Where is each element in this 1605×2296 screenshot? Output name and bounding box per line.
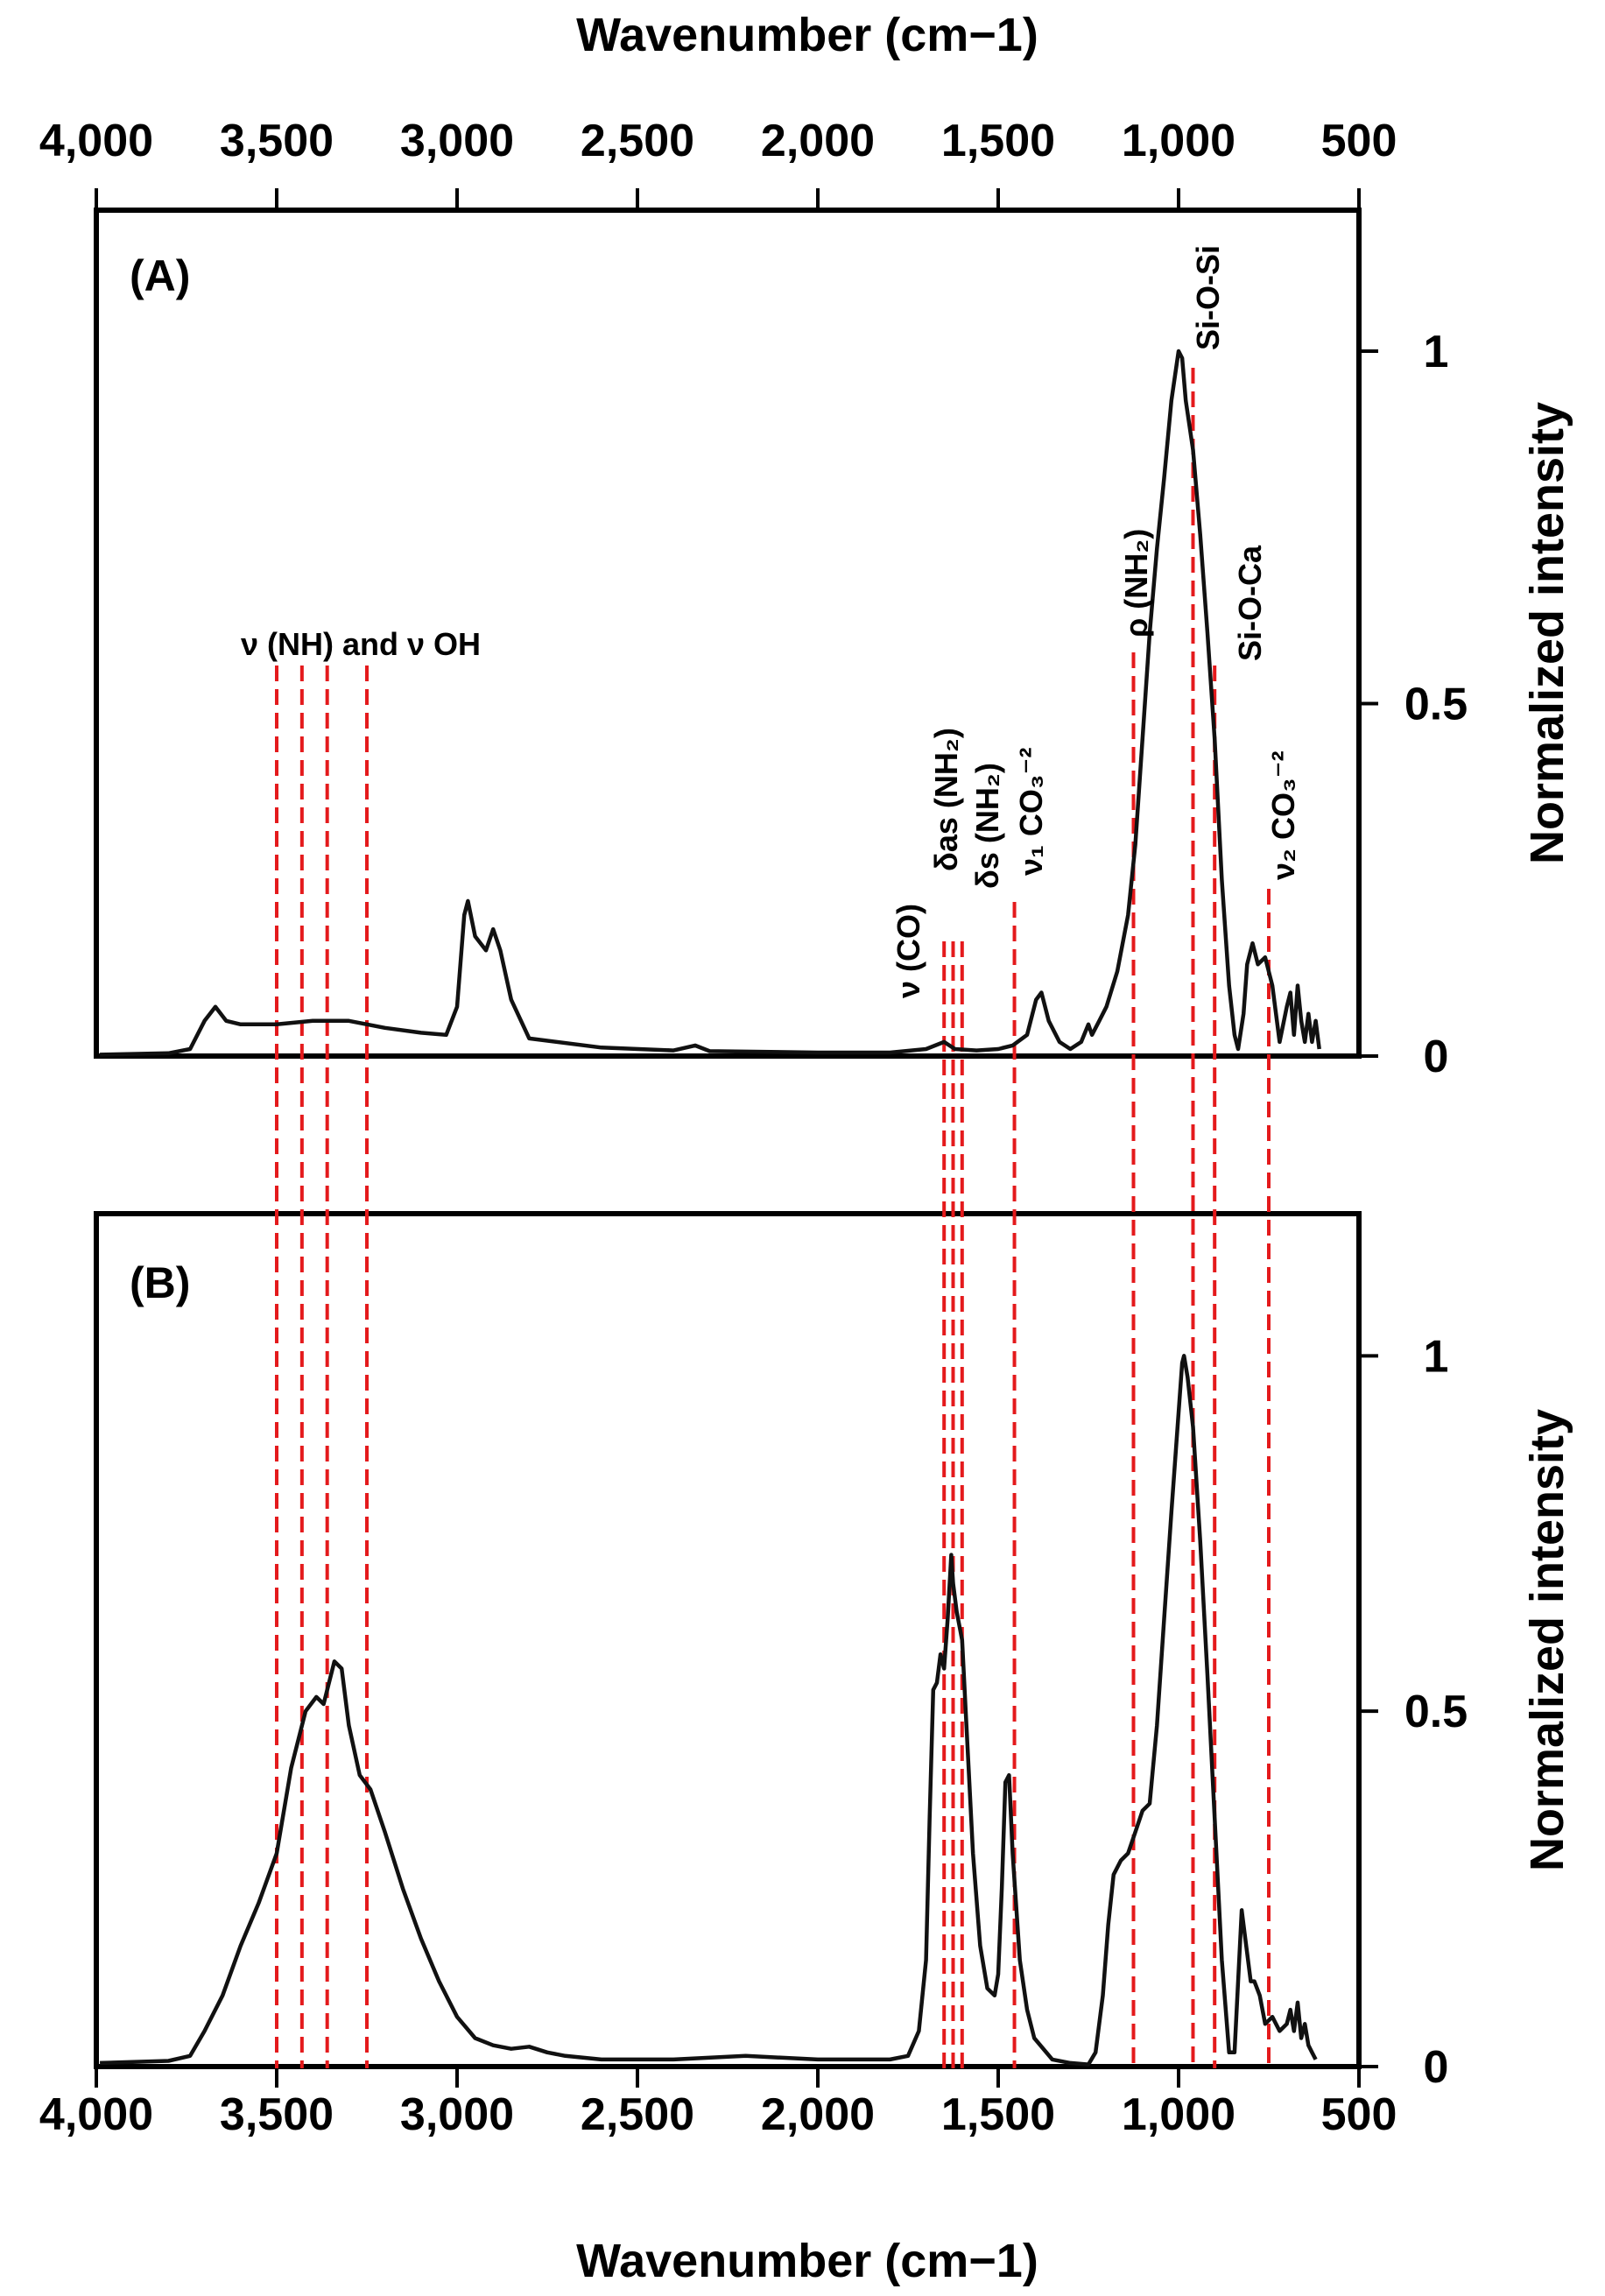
top-x-ticks: 4,000 3,500 3,000 2,500 2,000 1,500 1,000 500	[39, 116, 1397, 210]
top-x-tick-label: 1,000	[1122, 116, 1235, 166]
band-annotations: ν (NH) and ν OH ν (CO) δas (NH₂) δs (NH₂…	[241, 245, 1301, 998]
annot-nh-oh: ν (NH) and ν OH	[241, 626, 481, 662]
annot-nu-co: ν (CO)	[890, 904, 926, 998]
panel-a-label: (A)	[130, 251, 190, 300]
annot-delta-s-nh2: δs (NH₂)	[969, 763, 1005, 889]
annot-rho-nh2: ρ (NH₂)	[1118, 529, 1154, 637]
panel-b-y-axis-title: Normalized intensity	[1521, 1409, 1573, 1871]
panel-a-frame	[94, 208, 1362, 1059]
bottom-x-tick-label: 4,000	[39, 2089, 153, 2140]
spectrum-a-line	[100, 349, 1321, 1057]
bottom-x-ticks: 4,000 3,500 3,000 2,500 2,000 1,500 1,000 500	[39, 2067, 1397, 2140]
y-tick-label: 1	[1424, 1331, 1449, 1382]
top-x-tick-label: 3,000	[400, 116, 514, 166]
panel-b-label: (B)	[130, 1258, 190, 1307]
top-x-tick-label: 3,500	[220, 116, 334, 166]
y-tick-label: 0	[1424, 1032, 1449, 1082]
bottom-x-tick-label: 2,000	[761, 2089, 875, 2140]
bottom-x-axis-title: Wavenumber (cm−1)	[576, 2235, 1038, 2287]
bottom-x-tick-label: 2,500	[581, 2089, 694, 2140]
panel-a-y-ticks: 00.51	[1359, 327, 1468, 1082]
annot-si-o-ca: Si-O-Ca	[1232, 545, 1268, 661]
top-x-tick-label: 4,000	[39, 116, 153, 166]
top-x-tick-label: 2,000	[761, 116, 875, 166]
y-tick-label: 0.5	[1404, 680, 1468, 730]
y-tick-label: 1	[1424, 327, 1449, 377]
bottom-x-tick-label: 500	[1321, 2089, 1397, 2140]
panel-a-y-axis-title: Normalized intensity	[1521, 402, 1573, 864]
bottom-x-tick-label: 3,000	[400, 2089, 514, 2140]
panel-b-frame	[94, 1211, 1362, 2069]
y-tick-label: 0.5	[1404, 1687, 1468, 1737]
bottom-x-tick-label: 3,500	[220, 2089, 334, 2140]
annot-nu2-co3: ν₂ CO₃⁻²	[1265, 750, 1301, 880]
top-x-tick-label: 500	[1321, 116, 1397, 166]
bottom-x-tick-label: 1,500	[941, 2089, 1055, 2140]
annot-delta-as-nh2: δas (NH₂)	[928, 728, 964, 871]
annot-si-o-si: Si-O-Si	[1190, 245, 1226, 350]
spectrum-b-line	[100, 1354, 1318, 2067]
annot-nu1-co3: ν₁ CO₃⁻²	[1013, 747, 1049, 876]
top-x-tick-label: 2,500	[581, 116, 694, 166]
panel-b-y-ticks: 00.51	[1359, 1331, 1468, 2093]
top-x-tick-label: 1,500	[941, 116, 1055, 166]
bottom-x-tick-label: 1,000	[1122, 2089, 1235, 2140]
top-x-axis-title: Wavenumber (cm−1)	[576, 9, 1038, 61]
y-tick-label: 0	[1424, 2042, 1449, 2093]
